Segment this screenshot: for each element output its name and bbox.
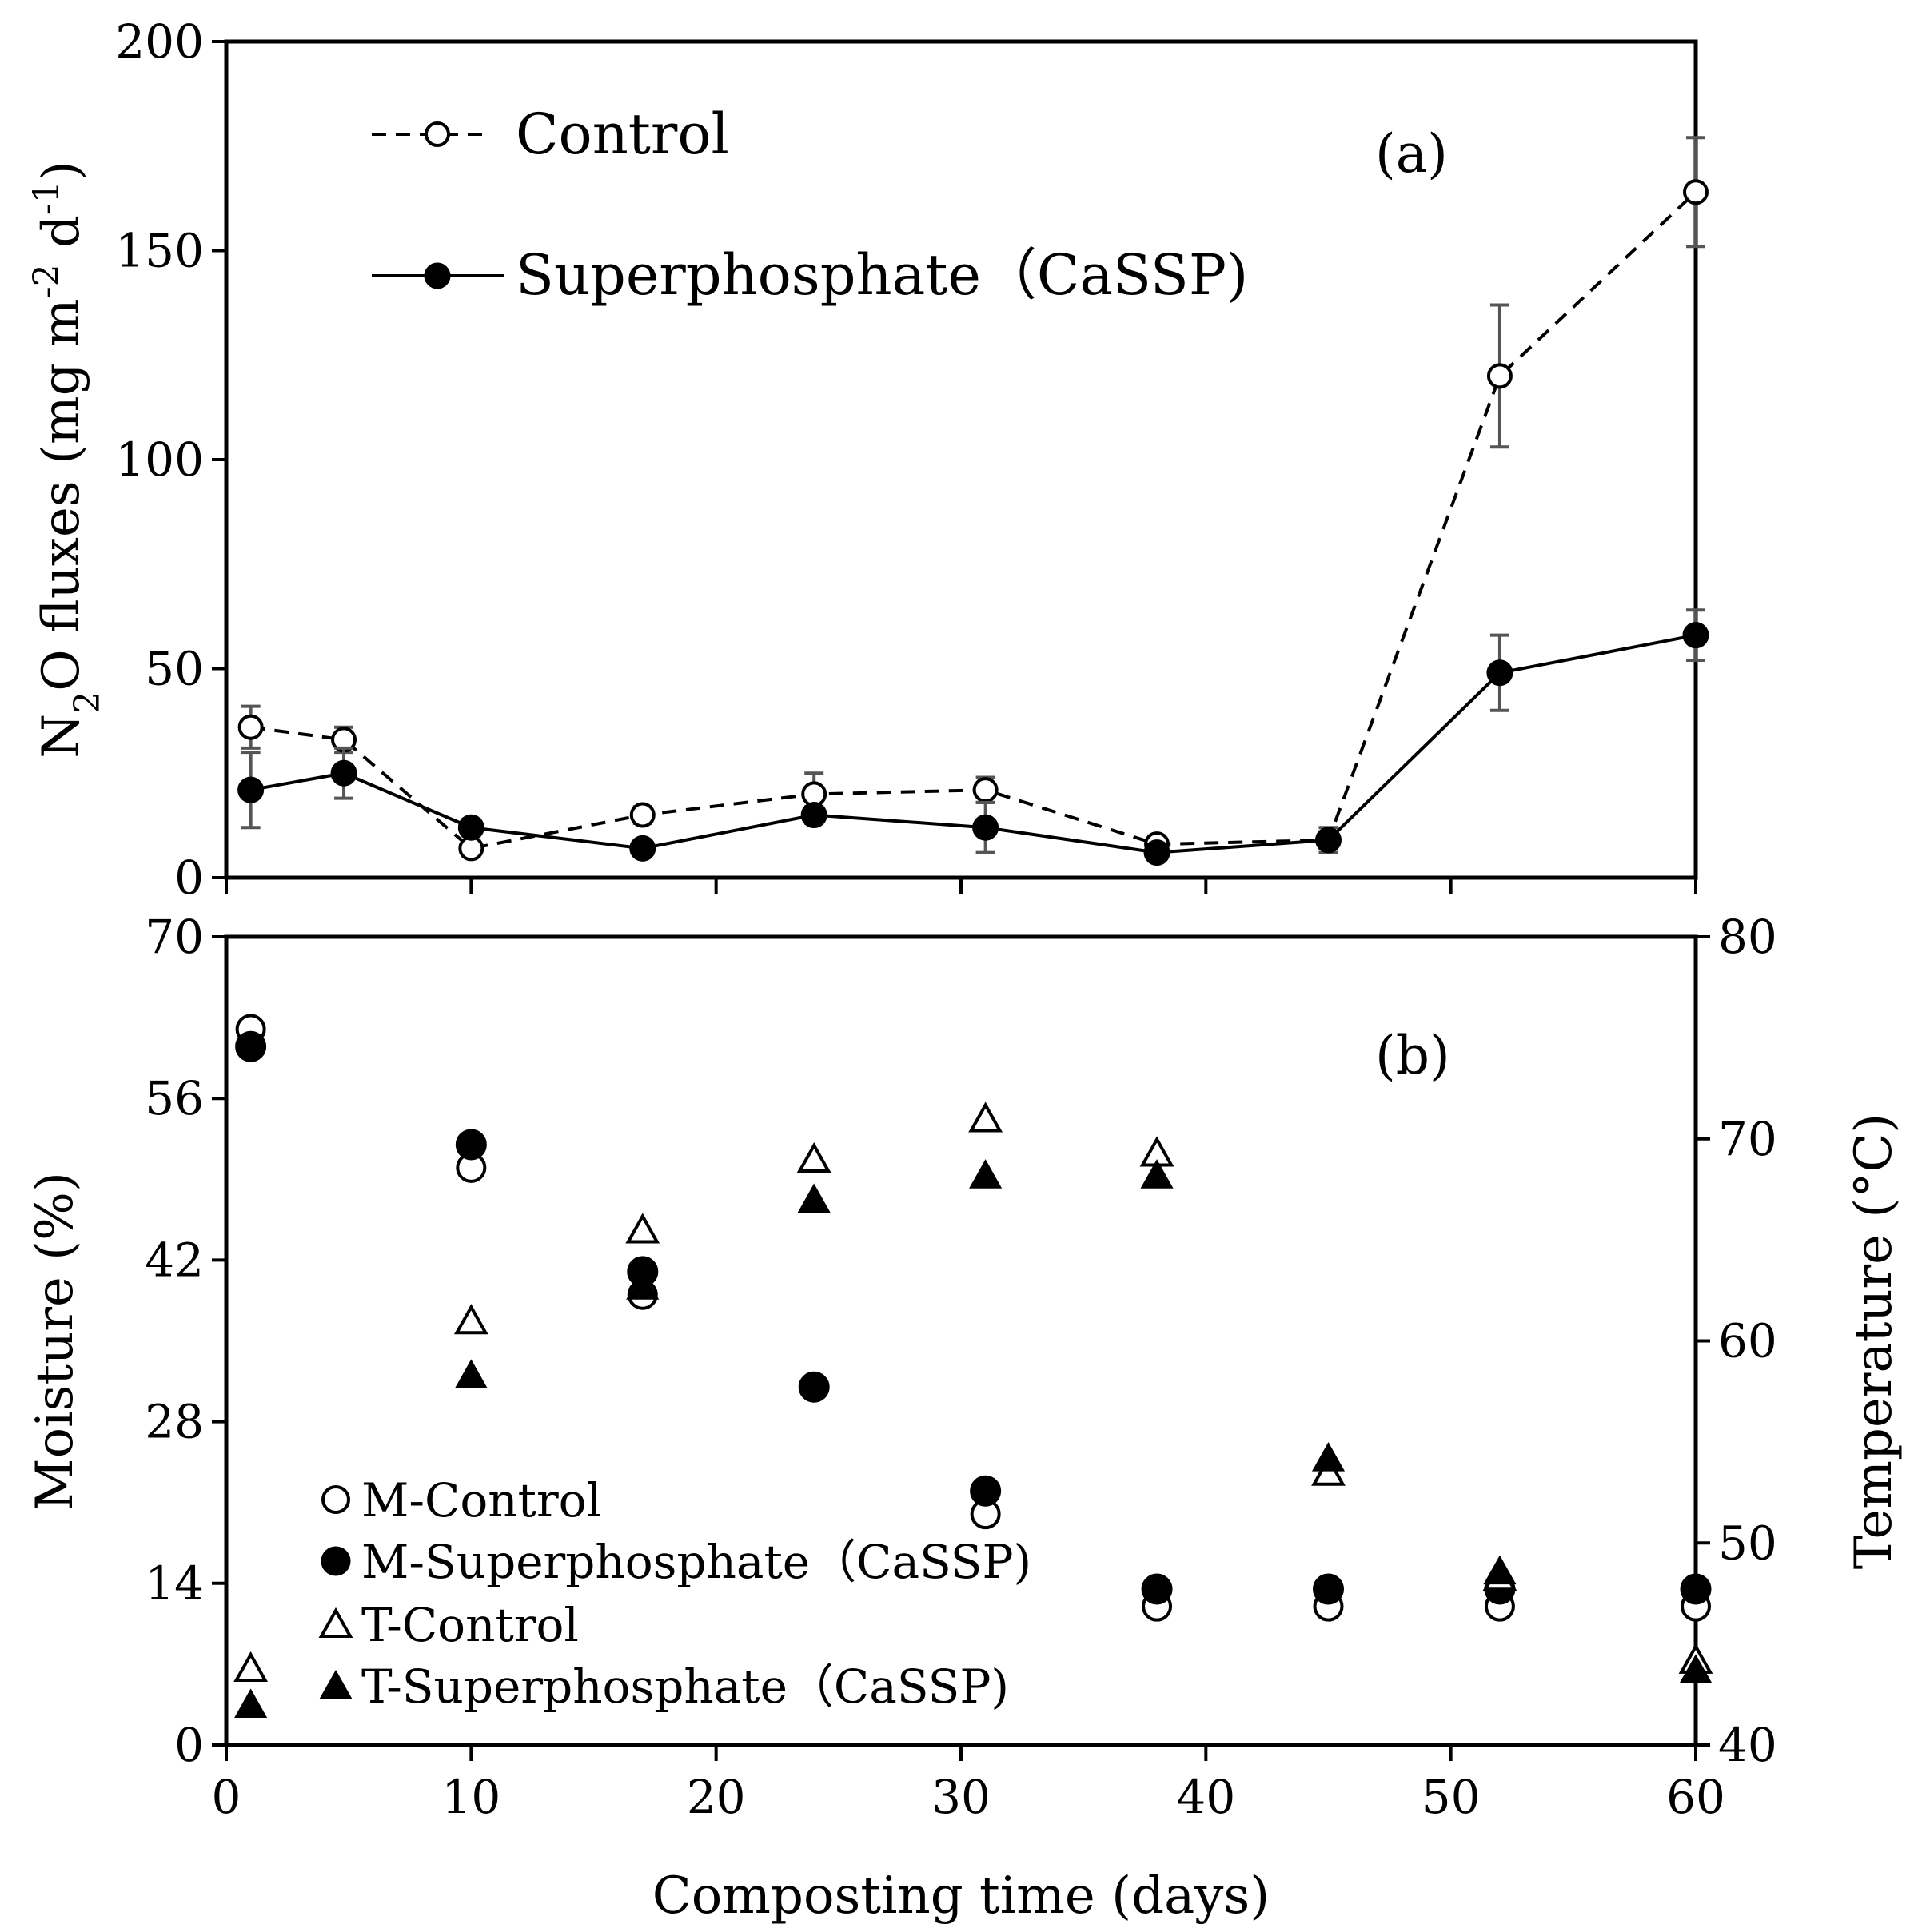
y-tick-label: 0 [174, 850, 204, 905]
data-point [968, 1101, 1003, 1133]
data-point [455, 1129, 487, 1161]
data-point [1486, 659, 1513, 687]
y2-tick-label: 60 [1718, 1314, 1777, 1368]
y-tick-label: 50 [145, 642, 204, 696]
legend-m-control-label: M-Control [361, 1473, 601, 1528]
legend-m-superphosphate-label: M-Superphosphate（CaSSP) [361, 1535, 1031, 1589]
data-point [629, 835, 656, 862]
y-tick-label: 70 [145, 910, 204, 964]
legend-superphosphate-marker [424, 262, 451, 289]
data-point [330, 759, 357, 787]
panel-a-series [237, 136, 1709, 866]
data-point [235, 1030, 267, 1062]
x-tick-label: 50 [1422, 1770, 1481, 1824]
series-line [250, 633, 1697, 854]
series-superphosphate [237, 608, 1709, 866]
x-tick-label: 30 [931, 1770, 991, 1824]
data-point [796, 1141, 831, 1173]
panel-a: 0 50 100 150 200 (a) Control Superphosphate（… [26, 14, 1709, 905]
y-tick-label: 42 [145, 1233, 204, 1287]
data-point [1680, 1573, 1712, 1605]
data-point [800, 802, 827, 829]
series-line [250, 190, 1697, 850]
series-m-control [235, 1014, 1711, 1622]
data-point [1313, 1573, 1344, 1605]
y2-tick-label: 70 [1718, 1112, 1777, 1166]
data-point [1315, 827, 1342, 854]
y-tick-label: 14 [145, 1556, 204, 1611]
y-tick-label: 100 [115, 432, 204, 487]
y-tick-label: 28 [145, 1395, 204, 1449]
data-point [237, 776, 265, 803]
data-point [457, 814, 484, 841]
legend-control-marker [425, 121, 450, 147]
data-point [970, 1475, 1002, 1507]
data-point [972, 777, 999, 803]
x-tick-label: 60 [1666, 1770, 1725, 1824]
data-point [972, 814, 999, 841]
data-point [1483, 1555, 1517, 1585]
data-point [797, 1183, 831, 1213]
y-tick-label: 0 [174, 1718, 204, 1772]
data-point [626, 1270, 660, 1300]
data-point [1141, 1573, 1173, 1605]
data-point [1311, 1442, 1346, 1472]
panel-a-legend: Control Superphosphate（CaSSP) [372, 102, 1248, 308]
data-point [1683, 179, 1709, 205]
panel-b-legend: M-Control M-Superphosphate（CaSSP) T-Cont… [318, 1473, 1031, 1714]
y-tick-label: 56 [145, 1071, 204, 1125]
y-tick-label: 200 [115, 14, 204, 69]
panel-b-y-label: Moisture (%) [26, 1172, 85, 1511]
series-control [237, 136, 1709, 862]
data-point [1311, 1455, 1346, 1486]
panel-b-x-axis: 0 10 20 30 40 50 60 [212, 1745, 1725, 1824]
legend-superphosphate-label: Superphosphate（CaSSP) [516, 242, 1248, 308]
panel-b-y-axis-right: 40 50 60 70 80 [1696, 910, 1777, 1772]
panel-b-x-label: Composting time (days) [652, 1866, 1270, 1926]
panel-a-x-ticks [225, 878, 1697, 894]
panel-a-label: (a) [1375, 123, 1448, 185]
panel-a-y-label: N2O fluxes (mg m-2 d-1) [26, 161, 108, 759]
y2-tick-label: 50 [1718, 1516, 1777, 1570]
legend-t-control-label: T-Control [361, 1598, 579, 1652]
data-point [453, 1304, 488, 1335]
panel-a-frame [224, 39, 1698, 880]
data-point [1140, 1159, 1174, 1189]
legend-control-label: Control [516, 102, 729, 167]
panel-a-y-axis: 0 50 100 150 200 [115, 14, 226, 905]
y2-tick-label: 80 [1718, 910, 1777, 964]
data-point [233, 1651, 269, 1682]
data-point [798, 1371, 830, 1403]
y2-tick-label: 40 [1718, 1718, 1777, 1772]
data-point [1486, 363, 1513, 389]
panel-b-y2-label: Temperature (°C) [1844, 1113, 1904, 1570]
legend-t-control-marker [318, 1607, 353, 1638]
panel-b: 0 14 28 42 56 70 40 50 60 70 80 0 10 20 30 40 50 60 (b)… [26, 910, 1904, 1926]
data-point [969, 1159, 1003, 1189]
data-point [454, 1359, 488, 1388]
legend-m-superphosphate-marker [321, 1546, 351, 1576]
x-tick-label: 20 [687, 1770, 746, 1824]
data-point [234, 1688, 268, 1718]
x-tick-label: 40 [1176, 1770, 1235, 1824]
panel-b-label: (b) [1375, 1025, 1450, 1086]
panel-b-y-axis-left: 0 14 28 42 56 70 [145, 910, 226, 1772]
legend-t-superphosphate-label: T-Superphosphate（CaSSP) [361, 1659, 1009, 1714]
legend-t-superphosphate-marker [319, 1669, 353, 1699]
legend-m-control-marker [321, 1485, 350, 1514]
data-point [625, 1213, 660, 1244]
data-point [1679, 1654, 1713, 1683]
panel-b-series [233, 1014, 1713, 1718]
x-tick-label: 10 [441, 1770, 500, 1824]
x-tick-label: 0 [212, 1770, 241, 1824]
data-point [237, 714, 264, 740]
y-tick-label: 150 [115, 224, 204, 278]
data-point [1143, 839, 1170, 866]
series-t-superphosphate [234, 1159, 1713, 1718]
data-point [629, 802, 656, 828]
data-point [1682, 622, 1709, 649]
